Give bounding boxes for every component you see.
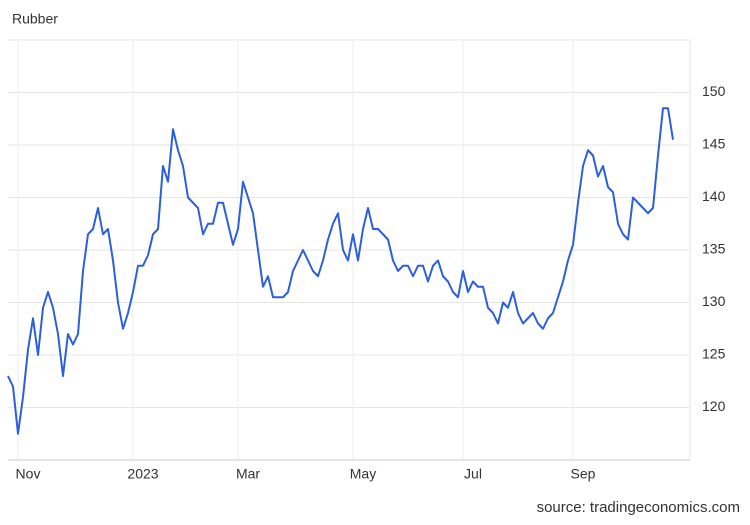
x-tick-label: Nov xyxy=(16,466,41,482)
x-tick-label: Mar xyxy=(236,466,260,482)
x-tick-label: Sep xyxy=(571,466,596,482)
chart-title: Rubber xyxy=(12,11,58,27)
source: source: tradingeconomics.com xyxy=(537,499,740,516)
data-line xyxy=(7,107,674,435)
y-tick-label: 120 xyxy=(702,398,726,414)
x-tick-label: 2023 xyxy=(127,466,158,482)
x-tick-label: May xyxy=(350,466,376,482)
y-tick-label: 130 xyxy=(702,293,726,309)
x-tick-label: Jul xyxy=(464,466,482,482)
y-tick-label: 145 xyxy=(702,136,726,152)
y-tick-label: 140 xyxy=(702,188,726,204)
y-tick-label: 135 xyxy=(702,241,726,257)
y-tick-label: 150 xyxy=(702,83,726,99)
y-tick-label: 125 xyxy=(702,346,726,362)
